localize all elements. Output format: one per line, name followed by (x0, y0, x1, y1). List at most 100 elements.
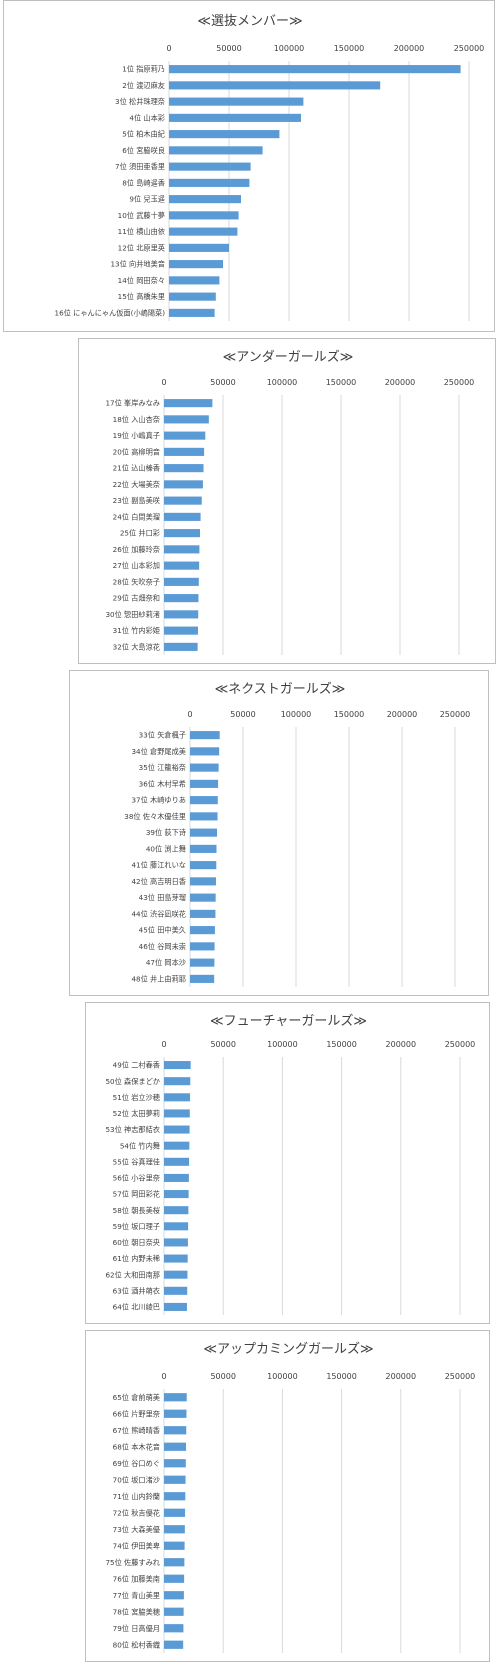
bar (190, 796, 218, 805)
bar (190, 747, 220, 756)
x-tick-label: 150000 (334, 44, 365, 53)
bar (164, 1173, 189, 1182)
category-label: 39位 荻下诗 (146, 828, 186, 837)
bar (164, 1093, 191, 1102)
category-label: 16位 にゃんにゃん仮面(小嶋陽菜) (55, 308, 166, 317)
bar (190, 779, 219, 788)
bar (164, 1109, 190, 1118)
bar (190, 844, 217, 853)
category-label: 41位 藤江れいな (131, 861, 186, 870)
x-tick-label: 100000 (267, 1372, 298, 1381)
category-label: 2位 渡辺麻友 (122, 81, 165, 90)
x-tick-label: 150000 (326, 1040, 357, 1049)
category-label: 74位 伊田美卑 (113, 1541, 160, 1550)
x-tick-label: 150000 (326, 1372, 357, 1381)
x-tick-label: 0 (161, 378, 166, 387)
bar (190, 893, 216, 902)
category-label: 57位 岡田彩花 (113, 1190, 160, 1199)
bar (169, 65, 461, 74)
bar (164, 1286, 188, 1295)
bar (190, 828, 218, 837)
bar (164, 561, 200, 570)
category-label: 58位 朝長美桜 (113, 1206, 160, 1215)
bar (169, 97, 304, 106)
category-label: 31位 竹内彩姫 (113, 626, 160, 635)
bar (190, 926, 215, 935)
category-label: 11位 横山由依 (118, 227, 165, 236)
bar (164, 1508, 186, 1517)
bar (164, 1409, 187, 1418)
bar (164, 1442, 187, 1451)
bar (190, 731, 220, 740)
category-label: 42位 高吉明日香 (131, 877, 186, 886)
bar (169, 113, 301, 122)
x-tick-label: 50000 (216, 44, 241, 53)
category-label: 76位 加藤美南 (113, 1574, 160, 1583)
category-label: 19位 小嶋真子 (113, 431, 160, 440)
bar (164, 399, 213, 408)
category-label: 45位 田中美久 (139, 926, 186, 935)
x-tick-label: 50000 (210, 1372, 235, 1381)
category-label: 55位 谷真理佳 (113, 1157, 160, 1166)
category-label: 52位 太田夢莉 (113, 1109, 160, 1118)
category-label: 60位 朝日奈央 (113, 1238, 160, 1247)
category-label: 51位 岩立沙穂 (113, 1093, 160, 1102)
bar (164, 642, 198, 651)
bar (164, 415, 209, 424)
category-label: 77位 青山美里 (113, 1591, 160, 1600)
bar (169, 308, 215, 317)
bar (164, 1624, 184, 1633)
bar (164, 1206, 189, 1215)
chart-panel-under: ≪アンダーガールズ≫ 0 50000 100000 150000 200000 250000… (78, 338, 496, 664)
category-label: 12位 北原里英 (118, 243, 165, 252)
bar (169, 227, 238, 236)
x-tick-label: 200000 (385, 378, 416, 387)
category-label: 56位 小谷里奈 (113, 1174, 160, 1183)
category-label: 50位 森保まどか (105, 1077, 160, 1086)
category-label: 24位 白間美瑠 (113, 512, 160, 521)
bar (164, 1492, 186, 1501)
bar (164, 1475, 186, 1484)
category-label: 13位 向井地美音 (110, 260, 165, 269)
bar (164, 431, 206, 440)
x-tick-label: 250000 (454, 44, 485, 53)
category-label: 63位 酒井萌衣 (113, 1286, 160, 1295)
bar (164, 1190, 189, 1199)
bar (164, 447, 205, 456)
bar (190, 909, 216, 918)
category-label: 3位 松井珠理奈 (115, 97, 165, 106)
category-label: 8位 島崎遥香 (122, 178, 165, 187)
x-tick-label: 200000 (394, 44, 425, 53)
bar (164, 1238, 188, 1247)
x-tick-label: 200000 (386, 1040, 417, 1049)
bar (164, 610, 199, 619)
bar (169, 178, 250, 187)
bar (169, 146, 263, 155)
bar (169, 276, 220, 285)
x-tick-label: 50000 (230, 710, 255, 719)
category-label: 70位 坂口渚沙 (113, 1475, 160, 1484)
category-label: 36位 木村早希 (139, 779, 186, 788)
category-label: 78位 宮脇美穂 (113, 1607, 160, 1616)
category-label: 26位 加藤玲奈 (113, 545, 160, 554)
chart-svg-future: ≪フューチャーガールズ≫ 0 50000 100000 150000 200000 2500… (105, 1013, 476, 1315)
bar (169, 292, 216, 301)
category-label: 6位 宮脇咲良 (122, 146, 165, 155)
category-label: 1位 指原莉乃 (122, 65, 165, 74)
category-label: 25位 井口彩 (120, 529, 160, 538)
category-label: 48位 井上由莉耶 (131, 974, 186, 983)
category-label: 69位 谷口めぐ (113, 1459, 160, 1468)
category-label: 53位 神志那結衣 (105, 1125, 160, 1134)
x-tick-label: 250000 (445, 1040, 476, 1049)
category-label: 44位 渋谷凪咲花 (131, 909, 186, 918)
x-tick-label: 0 (166, 44, 171, 53)
category-label: 22位 大場美奈 (113, 480, 160, 489)
category-label: 27位 山本彩加 (113, 561, 160, 570)
bar (169, 81, 381, 90)
bar (164, 1525, 185, 1534)
bar (190, 877, 216, 886)
category-label: 18位 入山杏奈 (113, 415, 160, 424)
category-label: 62位 大和田南那 (105, 1270, 160, 1279)
x-tick-label: 150000 (334, 710, 365, 719)
bar (164, 1141, 190, 1150)
